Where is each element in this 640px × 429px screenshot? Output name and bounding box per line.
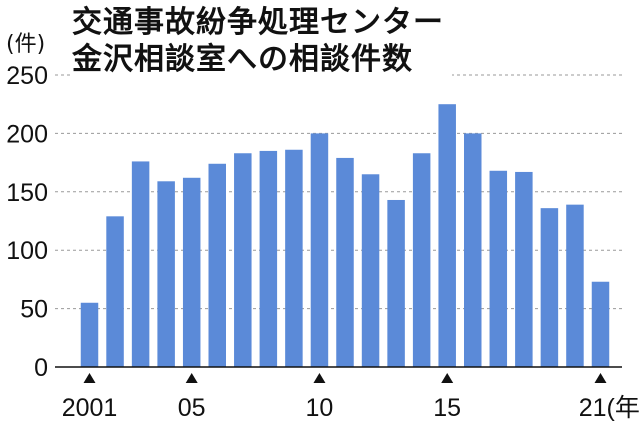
bar-13 [387,199,405,367]
x-tick-marker [441,373,454,383]
bar-02 [106,216,124,367]
chart-title: 交通事故紛争処理センター 金沢相談室への相談件数 [72,4,452,80]
chart-title-line-1: 交通事故紛争処理センター [72,5,444,40]
bar-06 [208,163,226,367]
bar-17 [489,170,508,367]
bar-14 [412,153,431,367]
bar-05 [182,177,201,367]
x-tick-label: 05 [178,394,206,422]
y-tick-label: 200 [6,120,48,148]
x-axis-ticks: 2001 05 10 15 21(年度) [62,373,640,422]
bar-15 [438,104,456,367]
bars [80,104,610,367]
bar-10 [310,133,329,367]
y-tick-label: 0 [34,354,48,382]
y-tick-label: 50 [20,296,48,324]
bar-08 [259,150,278,367]
bar-09 [285,149,303,367]
x-tick-marker [594,373,607,383]
bar-16 [464,133,482,367]
x-tick-marker [185,373,198,383]
y-tick-label: 250 [6,62,48,90]
y-tick-label: 100 [6,237,48,265]
bar-18 [515,171,533,367]
bar-21 [591,281,610,367]
y-axis-ticks: 0 50 100 150 200 250 [6,62,48,382]
x-tick-marker [83,373,96,383]
x-tick-marker [313,373,326,383]
bar-20 [566,204,584,367]
bar-07 [234,153,252,367]
bar-03 [131,161,150,367]
x-unit-label: (年度) [607,394,640,422]
x-tick-label: 21 [579,394,607,422]
bar-19 [540,208,559,367]
y-unit-label: (件) [6,32,46,57]
x-tick-label: 10 [306,394,334,422]
bar-2001 [80,302,99,367]
bar-11 [336,157,354,367]
bar-04 [157,181,175,367]
chart-title-line-2: 金沢相談室への相談件数 [72,42,413,77]
x-tick-label: 15 [433,394,461,422]
x-tick-label: 2001 [62,394,118,422]
y-tick-label: 150 [6,179,48,207]
bar-12 [361,174,380,367]
